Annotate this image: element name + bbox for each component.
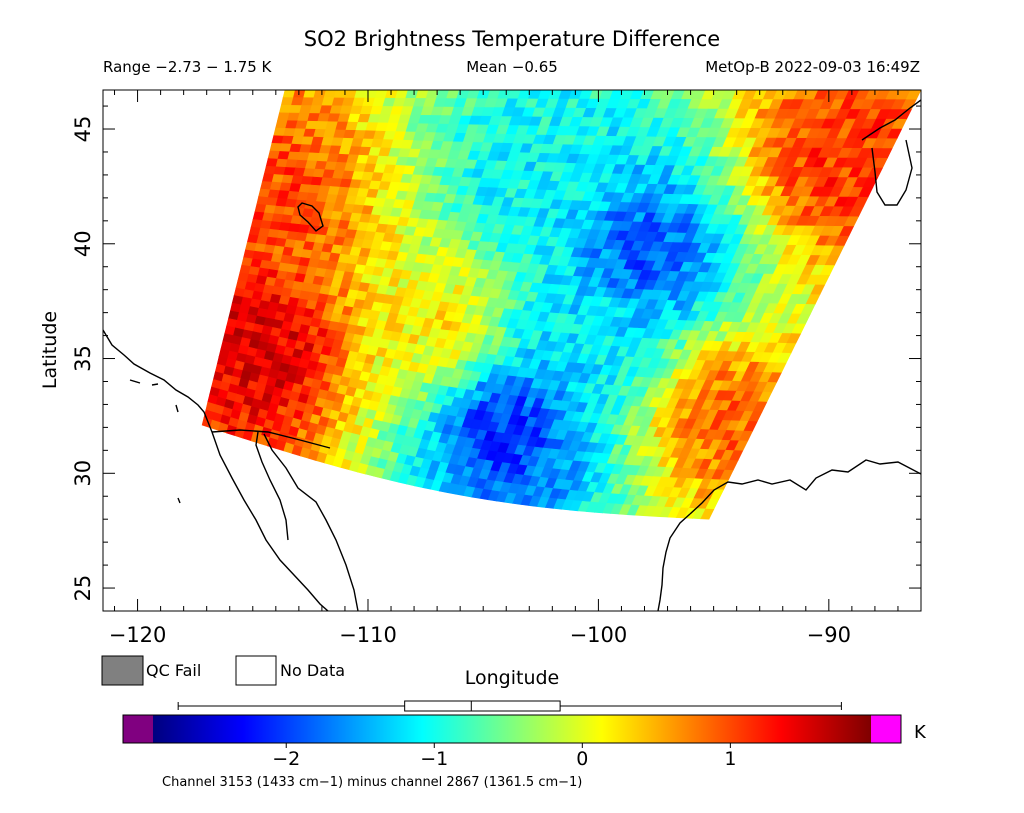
y-tick-label: 45 <box>71 116 95 143</box>
colorbar-tick-label: 1 <box>724 748 736 770</box>
swath-cell <box>700 508 715 520</box>
texas-gulf-coast <box>657 513 691 611</box>
mexico-mainland-west <box>263 433 359 611</box>
no-data-swatch <box>235 655 277 686</box>
colorbar-over <box>871 715 901 743</box>
header-mean: Mean −0.65 <box>466 58 558 76</box>
colorbar-gradient <box>153 715 871 743</box>
baja-gulf-side <box>255 431 289 541</box>
colorbar-tick-label: 0 <box>576 748 588 770</box>
colorbar-ticks: −2 −1 0 1 <box>272 743 736 770</box>
x-tick-label: −120 <box>109 623 167 647</box>
qc-fail-label: QC Fail <box>146 661 201 680</box>
plot-frame <box>102 89 922 612</box>
colorbar-tick-label: −1 <box>420 748 448 770</box>
rio-grande-border <box>211 429 331 449</box>
great-lakes-north <box>861 99 921 141</box>
qc-fail-legend: QC Fail <box>101 655 201 686</box>
y-axis-label: Latitude <box>39 311 61 389</box>
colorbar-tick-label: −2 <box>272 748 300 770</box>
header-range: Range −2.73 − 1.75 K <box>103 58 273 76</box>
plot-area <box>103 90 921 611</box>
lake-michigan <box>871 139 913 206</box>
colorbar-unit: K <box>914 722 927 743</box>
no-data-label: No Data <box>280 661 345 680</box>
x-tick-label: −90 <box>807 623 851 647</box>
x-tick-label: −110 <box>339 623 397 647</box>
x-axis-ticks: −120 −110 −100 −90 <box>109 90 922 647</box>
great-salt-lake <box>297 202 324 232</box>
value-boxplot <box>177 700 842 712</box>
x-axis-label: Longitude <box>465 667 560 689</box>
chart-title: SO2 Brightness Temperature Difference <box>304 27 720 51</box>
qc-fail-swatch <box>101 655 144 686</box>
colorbar-under <box>123 715 153 743</box>
colorbar: −2 −1 0 1 K <box>122 714 927 770</box>
no-data-legend: No Data <box>235 655 345 686</box>
coastlines <box>103 99 921 611</box>
header-satellite-time: MetOp-B 2022-09-03 16:49Z <box>705 58 920 76</box>
swath-heatmap <box>201 90 921 520</box>
boxplot-box <box>404 700 561 712</box>
y-tick-label: 40 <box>71 230 95 257</box>
y-tick-label: 25 <box>71 575 95 602</box>
channel-islands <box>129 379 181 504</box>
baja-coast <box>211 431 329 611</box>
x-tick-label: −100 <box>570 623 628 647</box>
louisiana-coast <box>689 459 921 515</box>
footnote: Channel 3153 (1433 cm−1) minus channel 2… <box>162 775 582 790</box>
y-axis-ticks: 25 30 35 40 45 <box>71 105 921 612</box>
colorbar-frame <box>122 714 902 744</box>
california-coast <box>103 329 213 433</box>
y-tick-label: 35 <box>71 345 95 372</box>
y-tick-label: 30 <box>71 460 95 487</box>
